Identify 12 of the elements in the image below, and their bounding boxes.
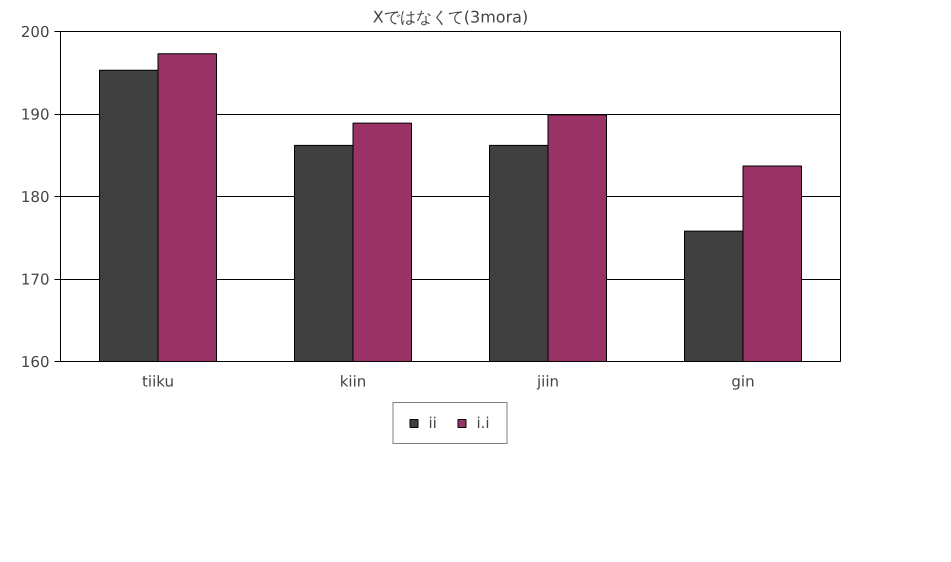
y-tick-label: 160 <box>20 353 50 371</box>
x-tick-label: jiin <box>536 372 560 390</box>
y-tick-label: 170 <box>20 270 50 288</box>
x-tick-label: gin <box>731 372 755 390</box>
chart-title: Xではなくて(3mora) <box>372 8 528 26</box>
y-tick-label: 180 <box>20 188 50 206</box>
x-tick-label: kiin <box>340 372 366 390</box>
legend-label: i.i <box>476 414 491 432</box>
legend-label: ii <box>428 414 438 432</box>
y-tick-label: 190 <box>20 106 50 124</box>
x-tick-label: tiiku <box>142 372 174 390</box>
y-tick-label: 200 <box>20 23 50 41</box>
